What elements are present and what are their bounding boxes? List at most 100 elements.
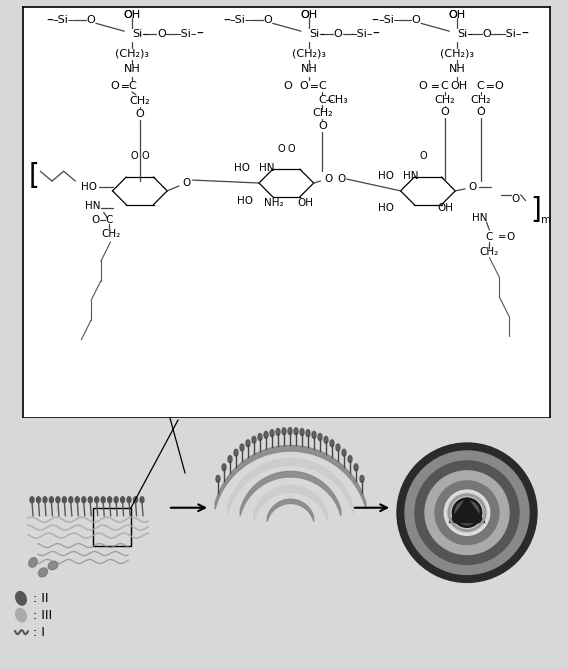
Circle shape [415, 461, 519, 565]
Text: O: O [495, 81, 503, 91]
Ellipse shape [342, 449, 346, 456]
Text: C: C [105, 215, 112, 225]
Text: O: O [130, 151, 138, 161]
Text: NH₂: NH₂ [264, 197, 284, 207]
Ellipse shape [300, 429, 304, 436]
Text: ═: ═ [486, 81, 493, 91]
Text: O: O [511, 194, 520, 203]
Text: CH₂: CH₂ [101, 229, 120, 239]
Text: O: O [337, 174, 345, 184]
Circle shape [453, 499, 481, 527]
Ellipse shape [75, 497, 79, 502]
Ellipse shape [101, 497, 105, 502]
Text: NH: NH [449, 64, 466, 74]
Ellipse shape [56, 497, 60, 502]
Ellipse shape [234, 449, 238, 456]
Text: –Si–: –Si– [175, 29, 197, 39]
Ellipse shape [228, 456, 232, 462]
Ellipse shape [306, 429, 310, 437]
Text: ]: ] [530, 197, 541, 224]
Text: O: O [440, 108, 449, 118]
Text: O: O [142, 151, 150, 161]
Ellipse shape [216, 476, 220, 482]
Text: –Si–: –Si– [352, 29, 373, 39]
Circle shape [405, 451, 529, 575]
Text: ═: ═ [498, 232, 504, 242]
Circle shape [445, 491, 489, 535]
Ellipse shape [270, 429, 274, 437]
Text: O: O [299, 81, 308, 91]
Ellipse shape [222, 464, 226, 471]
Text: NH: NH [301, 64, 317, 74]
Text: O: O [482, 29, 491, 39]
Text: m: m [541, 215, 551, 225]
Text: C: C [477, 81, 485, 91]
Text: C: C [319, 95, 327, 105]
Text: [: [ [29, 162, 40, 190]
Text: O: O [87, 15, 95, 25]
Ellipse shape [36, 497, 40, 502]
Text: Si–: Si– [132, 29, 148, 39]
Text: ═: ═ [310, 81, 317, 91]
Ellipse shape [240, 444, 244, 451]
Text: C: C [486, 232, 493, 242]
Text: HN: HN [259, 163, 274, 173]
Text: (CH₂)₃: (CH₂)₃ [292, 49, 326, 59]
Text: OH: OH [124, 9, 141, 19]
Text: CH₂: CH₂ [471, 95, 491, 105]
Text: –: – [46, 13, 53, 27]
Text: O: O [418, 81, 428, 91]
Text: –Si–: –Si– [230, 15, 251, 25]
Text: HN: HN [403, 171, 418, 181]
Ellipse shape [330, 440, 334, 447]
Text: ═: ═ [431, 81, 438, 91]
Text: –Si–: –Si– [53, 15, 74, 25]
Ellipse shape [39, 568, 48, 577]
Text: C: C [128, 81, 136, 91]
Ellipse shape [264, 432, 268, 438]
Text: CH₂: CH₂ [129, 96, 150, 106]
Circle shape [425, 471, 509, 555]
Text: HO: HO [378, 203, 394, 213]
Text: –: – [196, 27, 203, 41]
Ellipse shape [276, 429, 280, 436]
Text: OH: OH [448, 9, 466, 19]
Ellipse shape [294, 427, 298, 435]
Text: O: O [507, 232, 515, 242]
Text: OH: OH [438, 203, 454, 213]
Circle shape [397, 443, 537, 583]
Polygon shape [449, 498, 485, 522]
Bar [93, 508, 131, 545]
Ellipse shape [16, 609, 26, 622]
Ellipse shape [30, 497, 34, 502]
Text: –: – [521, 27, 528, 41]
Circle shape [459, 504, 475, 520]
Ellipse shape [62, 497, 66, 502]
Text: OH: OH [451, 81, 468, 91]
Ellipse shape [49, 497, 53, 502]
Circle shape [435, 481, 499, 545]
Text: C: C [441, 81, 448, 91]
Text: OH: OH [448, 9, 466, 19]
Ellipse shape [95, 497, 99, 502]
Ellipse shape [121, 497, 125, 502]
Text: HO: HO [238, 195, 253, 205]
Text: O: O [412, 15, 421, 25]
Text: NH: NH [124, 64, 141, 74]
Text: O: O [324, 174, 332, 184]
Text: O: O [278, 144, 285, 154]
Text: OH: OH [124, 9, 141, 19]
Text: O: O [110, 81, 119, 91]
Ellipse shape [127, 497, 131, 502]
Text: –: – [223, 13, 230, 27]
Text: C: C [319, 81, 327, 91]
Ellipse shape [88, 497, 92, 502]
Ellipse shape [16, 591, 26, 605]
Text: O: O [476, 108, 485, 118]
Ellipse shape [282, 427, 286, 435]
Ellipse shape [288, 427, 292, 435]
Ellipse shape [114, 497, 118, 502]
Text: HO: HO [378, 171, 394, 181]
Text: O: O [183, 178, 191, 188]
Ellipse shape [43, 497, 47, 502]
